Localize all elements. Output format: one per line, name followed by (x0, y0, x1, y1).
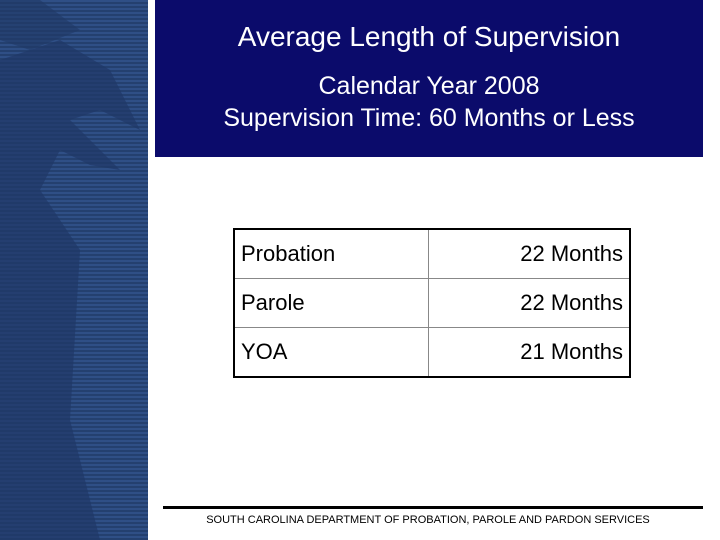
table-row: Parole 22 Months (233, 278, 631, 328)
palmetto-silhouette (0, 0, 140, 540)
cell: 22 Months (428, 278, 631, 328)
title: Average Length of Supervision (237, 21, 621, 52)
title-box: Average Length of Supervision Calendar Y… (155, 0, 703, 157)
footer: SOUTH CAROLINA DEPARTMENT OF PROBATION, … (206, 514, 650, 526)
data-table: Probation 22 Months Parole 22 Months YOA 21… (233, 228, 631, 378)
cell: 21 Months (428, 327, 631, 378)
decorative-panel (0, 0, 148, 540)
cell: 22 Months (428, 228, 631, 279)
table-row: Probation 22 Months (233, 228, 631, 279)
cell: YOA (233, 327, 429, 378)
footer-rule (163, 506, 703, 509)
subtitle: Calendar Year 2008 Supervision Time: 60 … (155, 70, 703, 134)
cell: Parole (233, 278, 429, 328)
subtitle-line: Calendar Year 2008 (318, 72, 540, 100)
table-row: YOA 21 Months (233, 327, 631, 378)
subtitle-line: Supervision Time: 60 Months or Less (223, 104, 635, 132)
cell: Probation (233, 228, 429, 279)
